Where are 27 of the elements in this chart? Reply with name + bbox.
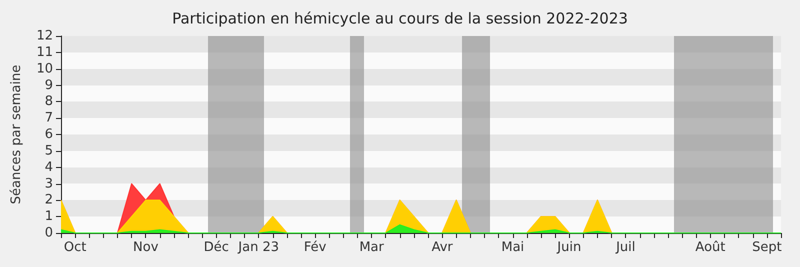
x-tick-label: Juin — [556, 240, 582, 255]
y-tick-label: 8 — [44, 94, 53, 110]
x-tick-label: Sept — [752, 240, 782, 255]
y-tick-label: 2 — [44, 192, 53, 208]
y-tick-label: 0 — [44, 226, 53, 240]
x-tick-label: Mar — [359, 240, 385, 255]
x-tick-label: Jan 23 — [237, 240, 280, 255]
y-tick-label: 7 — [44, 110, 53, 126]
x-tick-label: Fév — [304, 240, 327, 255]
x-tick-label: Nov — [133, 240, 159, 255]
y-tick-label: 1 — [44, 209, 53, 224]
x-tick-label: Août — [695, 240, 726, 255]
y-tick-label: 6 — [44, 127, 53, 142]
x-tick-label: Juil — [615, 240, 636, 255]
x-tick-label: Avr — [432, 240, 454, 255]
y-tick-label: 9 — [44, 78, 53, 93]
y-tick-label: 3 — [44, 176, 53, 192]
y-tick-label: 12 — [36, 28, 53, 44]
y-tick-label: 11 — [36, 44, 53, 60]
chart-title: Participation en hémicycle au cours de la session 2022-2023 — [172, 10, 628, 28]
y-tick-label: 5 — [44, 143, 53, 158]
x-tick-label: Déc — [204, 240, 229, 255]
y-tick-label: 10 — [36, 61, 53, 76]
x-tick-label: Oct — [64, 240, 86, 255]
y-axis-title: Séances par semaine — [9, 64, 24, 204]
y-tick-label: 4 — [44, 160, 53, 175]
x-tick-label: Mai — [501, 240, 524, 255]
